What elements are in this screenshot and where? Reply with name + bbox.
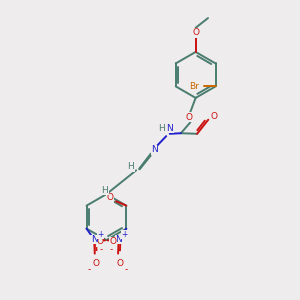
Text: H: H	[128, 162, 134, 171]
Text: N: N	[91, 235, 98, 244]
Text: -: -	[125, 265, 128, 274]
Text: -: -	[110, 245, 113, 254]
Text: +: +	[122, 230, 128, 239]
Text: N: N	[151, 145, 158, 154]
Text: O: O	[185, 113, 192, 122]
Text: H: H	[101, 185, 108, 194]
Text: O: O	[116, 259, 123, 268]
Text: O: O	[210, 112, 217, 121]
Text: +: +	[97, 230, 103, 239]
Text: -: -	[100, 245, 103, 254]
Text: O: O	[110, 237, 117, 246]
Text: -: -	[88, 265, 91, 274]
Text: N: N	[167, 124, 173, 133]
Text: O: O	[96, 237, 103, 246]
Text: O: O	[192, 28, 199, 37]
Text: N: N	[115, 235, 122, 244]
Text: H: H	[158, 124, 165, 133]
Text: Br: Br	[189, 82, 199, 91]
Text: O: O	[93, 259, 100, 268]
Text: O: O	[106, 193, 114, 202]
